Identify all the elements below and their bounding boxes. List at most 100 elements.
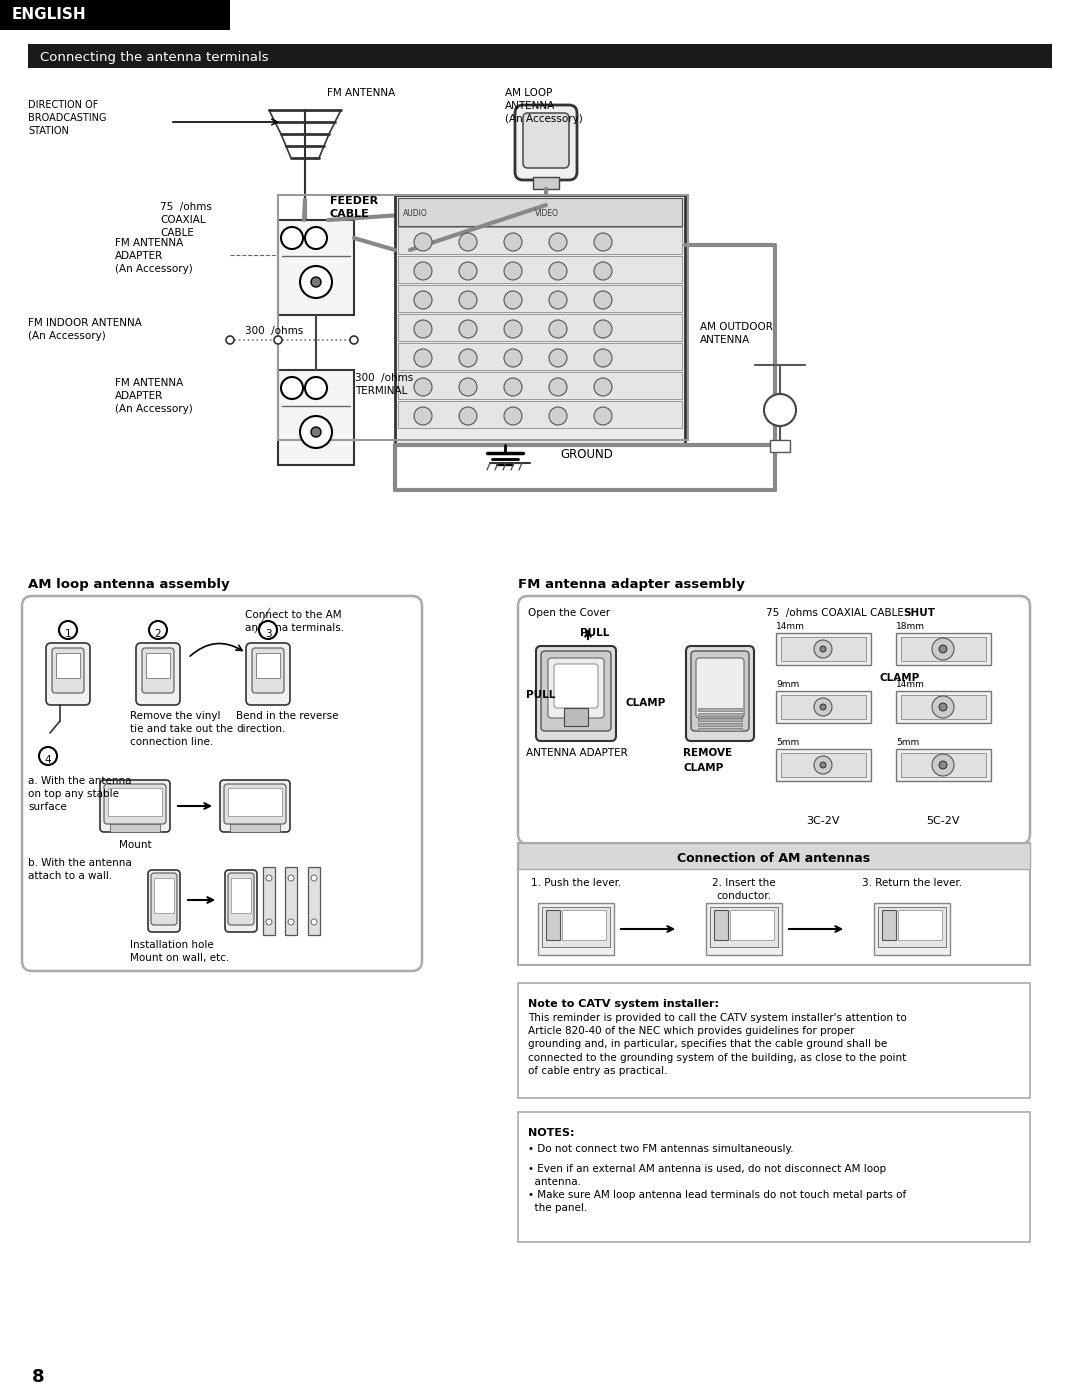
Bar xyxy=(896,632,991,665)
Circle shape xyxy=(594,234,612,250)
Bar xyxy=(399,313,681,341)
Text: 300  /ohms: 300 /ohms xyxy=(245,326,303,336)
Bar xyxy=(230,824,280,832)
Bar xyxy=(564,708,588,726)
Circle shape xyxy=(820,704,826,711)
FancyBboxPatch shape xyxy=(136,644,180,705)
Bar xyxy=(901,753,986,776)
Bar xyxy=(278,369,354,464)
Bar xyxy=(278,194,688,441)
Circle shape xyxy=(414,320,432,339)
Bar xyxy=(146,653,170,679)
Circle shape xyxy=(594,291,612,309)
FancyBboxPatch shape xyxy=(141,648,174,693)
Circle shape xyxy=(594,348,612,367)
Bar xyxy=(542,907,610,947)
Bar xyxy=(777,748,870,781)
Text: 1. Push the lever.: 1. Push the lever. xyxy=(530,879,621,888)
Circle shape xyxy=(549,320,567,339)
Bar xyxy=(308,867,320,935)
Circle shape xyxy=(459,320,477,339)
Text: 3. Return the lever.: 3. Return the lever. xyxy=(862,879,962,888)
FancyBboxPatch shape xyxy=(225,870,257,932)
Bar xyxy=(896,748,991,781)
Text: AM loop antenna assembly: AM loop antenna assembly xyxy=(28,578,230,590)
Circle shape xyxy=(594,262,612,280)
FancyBboxPatch shape xyxy=(686,646,754,741)
Circle shape xyxy=(274,336,282,344)
Text: 75  /ohms
COAXIAL
CABLE: 75 /ohms COAXIAL CABLE xyxy=(160,201,212,238)
Bar xyxy=(730,909,774,940)
Circle shape xyxy=(549,407,567,425)
FancyBboxPatch shape xyxy=(536,646,616,741)
Circle shape xyxy=(414,348,432,367)
Circle shape xyxy=(288,874,294,881)
Circle shape xyxy=(504,320,522,339)
Text: FM ANTENNA: FM ANTENNA xyxy=(327,88,395,98)
Circle shape xyxy=(305,227,327,249)
Text: NOTES:: NOTES: xyxy=(528,1128,575,1137)
Text: GROUND: GROUND xyxy=(561,448,612,462)
Bar xyxy=(714,909,728,940)
Circle shape xyxy=(820,762,826,768)
Text: 9mm: 9mm xyxy=(777,680,799,688)
Circle shape xyxy=(549,378,567,396)
Bar xyxy=(901,637,986,660)
Circle shape xyxy=(459,234,477,250)
Bar xyxy=(228,788,282,816)
Bar xyxy=(56,653,80,679)
Text: Remove the vinyl
tie and take out the
connection line.: Remove the vinyl tie and take out the co… xyxy=(130,711,233,747)
Bar xyxy=(399,199,681,227)
Circle shape xyxy=(504,291,522,309)
FancyBboxPatch shape xyxy=(518,596,1030,844)
Text: 2: 2 xyxy=(154,630,161,639)
Text: • Do not connect two FM antennas simultaneously.: • Do not connect two FM antennas simulta… xyxy=(528,1144,794,1154)
Circle shape xyxy=(226,336,234,344)
FancyBboxPatch shape xyxy=(104,783,166,824)
Circle shape xyxy=(350,336,357,344)
Circle shape xyxy=(414,291,432,309)
Circle shape xyxy=(305,376,327,399)
Text: 14mm: 14mm xyxy=(777,623,805,631)
Text: Connect to the AM
antenna terminals.: Connect to the AM antenna terminals. xyxy=(245,610,345,634)
FancyBboxPatch shape xyxy=(515,105,577,180)
Circle shape xyxy=(549,348,567,367)
Circle shape xyxy=(932,754,954,776)
Text: FM ANTENNA
ADAPTER
(An Accessory): FM ANTENNA ADAPTER (An Accessory) xyxy=(114,238,192,274)
Circle shape xyxy=(549,291,567,309)
Circle shape xyxy=(281,227,303,249)
Text: 8: 8 xyxy=(32,1368,44,1386)
Bar xyxy=(777,632,870,665)
Circle shape xyxy=(764,395,796,427)
Bar xyxy=(781,695,866,719)
Text: SHUT: SHUT xyxy=(903,609,935,618)
Bar xyxy=(874,902,950,956)
Circle shape xyxy=(932,638,954,660)
Text: FM antenna adapter assembly: FM antenna adapter assembly xyxy=(518,578,745,590)
Text: 3C-2V: 3C-2V xyxy=(807,816,840,825)
Bar xyxy=(264,867,275,935)
FancyBboxPatch shape xyxy=(220,781,291,832)
Bar xyxy=(518,983,1030,1098)
Bar xyxy=(28,43,1052,69)
Circle shape xyxy=(414,262,432,280)
Circle shape xyxy=(281,376,303,399)
FancyBboxPatch shape xyxy=(541,651,611,732)
Circle shape xyxy=(939,645,947,653)
Text: DIRECTION OF
BROADCASTING
STATION: DIRECTION OF BROADCASTING STATION xyxy=(28,99,107,136)
Circle shape xyxy=(814,755,832,774)
Text: • Make sure AM loop antenna lead terminals do not touch metal parts of
  the pan: • Make sure AM loop antenna lead termina… xyxy=(528,1191,906,1213)
Bar xyxy=(0,0,230,29)
Circle shape xyxy=(814,698,832,716)
Bar xyxy=(399,227,681,255)
Text: CLAMP: CLAMP xyxy=(880,673,920,683)
Bar xyxy=(538,902,615,956)
Text: 2. Insert the
conductor.: 2. Insert the conductor. xyxy=(712,879,775,901)
Circle shape xyxy=(300,266,332,298)
Circle shape xyxy=(939,704,947,711)
Text: FM ANTENNA
ADAPTER
(An Accessory): FM ANTENNA ADAPTER (An Accessory) xyxy=(114,378,192,414)
Text: 5C-2V: 5C-2V xyxy=(927,816,960,825)
FancyBboxPatch shape xyxy=(100,781,170,832)
Circle shape xyxy=(266,874,272,881)
Text: AUDIO: AUDIO xyxy=(403,208,428,217)
